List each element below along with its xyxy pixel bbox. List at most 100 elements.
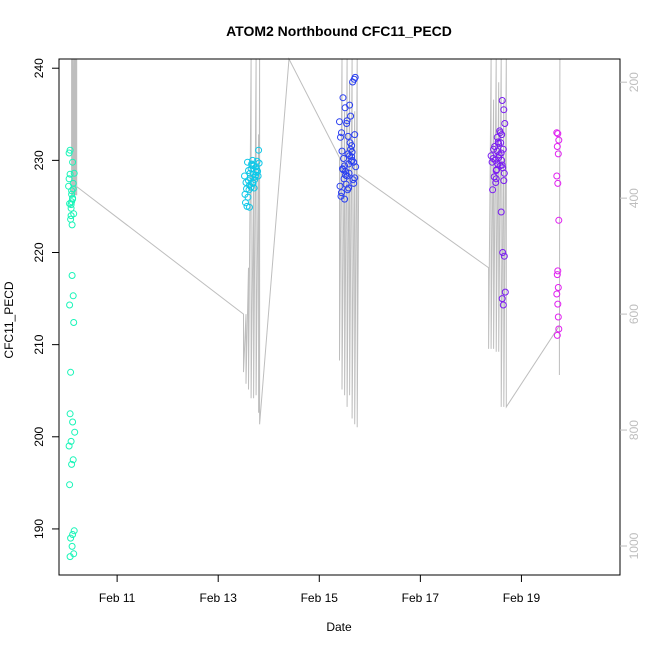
data-point <box>492 179 500 186</box>
data-point <box>553 271 561 279</box>
data-point <box>499 145 507 153</box>
data-point <box>348 156 356 164</box>
data-point <box>68 221 76 229</box>
data-point <box>554 313 562 321</box>
data-point <box>243 185 250 193</box>
data-point <box>339 166 347 174</box>
data-point <box>348 148 356 156</box>
series-5 <box>553 129 563 339</box>
y-tick-label: 230 <box>32 150 46 170</box>
data-point <box>492 175 500 183</box>
data-point <box>554 300 562 308</box>
data-point <box>67 201 75 209</box>
data-point <box>553 331 561 339</box>
data-point <box>553 143 561 150</box>
data-point <box>66 481 74 489</box>
data-point <box>68 272 76 279</box>
data-point <box>255 146 263 154</box>
x-tick-label: Feb 19 <box>503 591 541 605</box>
y-tick-label: 210 <box>32 334 46 354</box>
data-point <box>70 527 78 535</box>
plot-frame <box>58 58 621 576</box>
data-point <box>554 130 562 138</box>
data-point <box>554 267 562 275</box>
data-point <box>345 184 353 192</box>
data-point <box>65 442 73 450</box>
data-point <box>244 193 252 201</box>
data-point <box>68 542 76 550</box>
data-point <box>339 94 347 102</box>
data-point <box>338 129 345 137</box>
data-point <box>343 120 351 127</box>
data-point <box>499 249 507 256</box>
series-4 <box>487 97 509 309</box>
y-tick-label: 190 <box>32 519 46 539</box>
data-point <box>344 132 352 140</box>
data-points <box>65 73 563 561</box>
data-point <box>65 175 73 183</box>
data-point <box>255 159 263 167</box>
data-point <box>341 195 349 203</box>
data-point <box>67 534 75 542</box>
chart-title: ATOM2 Northbound CFC11_PECD <box>226 23 452 39</box>
data-point <box>241 172 248 180</box>
data-point <box>345 169 353 177</box>
data-point <box>500 177 508 185</box>
data-point <box>336 182 344 190</box>
data-point <box>351 131 359 139</box>
data-point <box>248 160 256 168</box>
y2-tick-label: 800 <box>627 420 641 440</box>
data-point <box>344 150 352 158</box>
data-point <box>499 301 507 309</box>
data-point <box>350 75 358 83</box>
x-axis-label: Date <box>326 620 352 634</box>
y2-tick-label: 200 <box>627 72 641 92</box>
data-point <box>66 410 74 418</box>
data-point <box>253 157 261 165</box>
data-point <box>501 288 509 296</box>
data-point <box>66 301 74 309</box>
data-point <box>495 154 503 162</box>
data-point <box>553 290 561 298</box>
data-point <box>66 200 74 208</box>
data-point <box>66 146 74 154</box>
data-point <box>338 147 346 155</box>
data-point <box>553 129 561 137</box>
data-point <box>69 418 77 426</box>
data-point <box>71 428 79 436</box>
data-point <box>67 212 75 220</box>
data-point <box>495 151 503 159</box>
data-point <box>348 142 356 150</box>
data-point <box>66 553 74 561</box>
y-tick-label: 200 <box>32 426 46 446</box>
data-point <box>555 325 563 333</box>
data-point <box>347 157 355 165</box>
data-point <box>500 252 508 260</box>
series-2 <box>241 146 263 211</box>
series-3 <box>336 73 360 203</box>
data-point <box>498 295 506 303</box>
x-tick-label: Feb 15 <box>301 591 339 605</box>
series-1 <box>65 146 79 561</box>
data-point <box>554 179 562 187</box>
data-point <box>249 179 257 186</box>
x-tick-label: Feb 13 <box>200 591 238 605</box>
data-point <box>246 203 253 211</box>
data-point <box>251 173 259 181</box>
data-point <box>554 284 562 291</box>
data-point <box>496 127 504 135</box>
data-point <box>67 204 75 212</box>
data-point <box>352 163 360 171</box>
y2-tick-label: 400 <box>627 188 641 208</box>
data-point <box>69 194 77 202</box>
x-tick-label: Feb 17 <box>402 591 440 605</box>
data-point <box>350 179 358 187</box>
data-point <box>493 147 501 155</box>
data-point <box>69 456 77 464</box>
data-point <box>340 155 347 162</box>
data-point <box>69 292 77 300</box>
data-point <box>337 133 344 141</box>
data-point <box>343 117 351 125</box>
y-axis-label: CFC11_PECD <box>2 281 16 358</box>
data-point <box>247 183 255 191</box>
